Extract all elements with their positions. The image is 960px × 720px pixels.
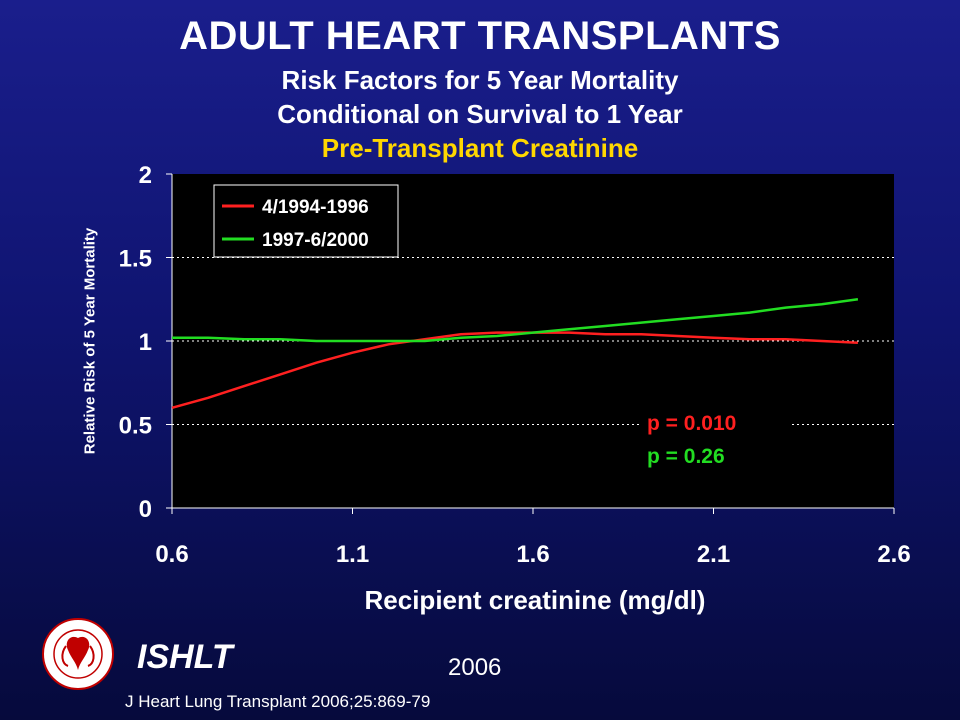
y-axis-label: Relative Risk of 5 Year Mortality: [81, 227, 99, 455]
p-value-annotation-1: p = 0.010: [647, 412, 736, 435]
slide-title: ADULT HEART TRANSPLANTS: [179, 14, 781, 58]
y-tick-label: 1.5: [119, 246, 152, 273]
footer-citation: J Heart Lung Transplant 2006;25:869-79: [125, 692, 431, 711]
y-tick-label: 0.5: [119, 413, 152, 440]
series-line-2: [172, 298, 859, 343]
y-tick-label: 0: [139, 496, 152, 523]
x-tick-label: 1.6: [516, 541, 549, 568]
subtitle-line-1: Risk Factors for 5 Year Mortality: [281, 65, 679, 95]
p-value-annotation-2: p = 0.26: [647, 445, 725, 468]
subtitle-line-3: Pre-Transplant Creatinine: [321, 133, 639, 163]
legend-label-2: 1997-6/2000: [262, 230, 369, 251]
x-tick-label: 1.1: [336, 541, 369, 568]
x-tick-label: 2.1: [697, 541, 730, 568]
footer-org: ISHLT: [137, 638, 233, 676]
footer-year: 2006: [448, 654, 502, 681]
subtitle-line-2: Conditional on Survival to 1 Year: [277, 99, 683, 129]
y-tick-label: 2: [139, 162, 152, 189]
ishlt-logo: [42, 618, 114, 690]
legend-box: [213, 184, 399, 258]
x-axis-label: Recipient creatinine (mg/dl): [364, 585, 706, 615]
series-line-1: [171, 331, 858, 410]
legend-label-1: 4/1994-1996: [262, 197, 369, 218]
annotation-bg: [640, 407, 792, 439]
x-tick-label: 2.6: [877, 541, 910, 568]
x-tick-label: 0.6: [155, 541, 188, 568]
y-tick-label: 1: [139, 329, 152, 356]
